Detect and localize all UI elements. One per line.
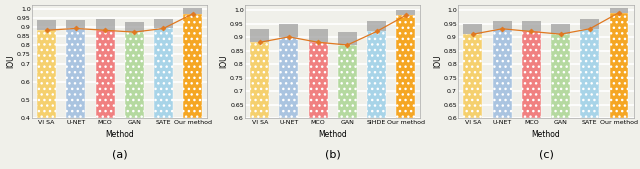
Bar [338,32,357,45]
Bar [154,28,173,118]
Bar [280,37,298,118]
Bar [463,34,483,118]
Bar [463,34,483,118]
Bar [37,30,56,118]
Bar [522,31,541,118]
Bar [67,28,85,118]
Bar [280,37,298,118]
Bar [308,42,328,118]
Bar [338,45,357,118]
Bar [154,28,173,118]
Bar [493,21,511,29]
Bar [551,24,570,34]
X-axis label: Method: Method [319,130,347,139]
Bar [308,29,328,42]
Bar [95,30,115,118]
Bar [580,19,599,29]
Bar [37,20,56,30]
Bar [580,29,599,118]
Bar [183,14,202,118]
X-axis label: Method: Method [532,130,561,139]
Bar [522,31,541,118]
Bar [250,29,269,42]
Bar [125,32,144,118]
Bar [609,8,628,13]
Bar [396,15,415,118]
Bar [463,24,483,34]
Bar [367,31,386,118]
Title: (a): (a) [112,150,127,160]
Bar [183,14,202,118]
Bar [280,24,298,37]
Bar [396,15,415,118]
Title: (b): (b) [325,150,340,160]
Bar [551,34,570,118]
Bar [250,42,269,118]
Bar [367,21,386,31]
Bar [493,29,511,118]
Bar [609,13,628,118]
Bar [183,8,202,14]
Bar [308,42,328,118]
Bar [37,30,56,118]
Bar [396,10,415,15]
Y-axis label: IOU: IOU [6,55,15,68]
Bar [95,30,115,118]
Y-axis label: IOU: IOU [220,55,228,68]
Bar [125,21,144,32]
Bar [338,45,357,118]
Bar [551,34,570,118]
Title: (c): (c) [538,150,554,160]
Bar [522,21,541,31]
Bar [67,28,85,118]
Bar [580,29,599,118]
Bar [154,19,173,28]
Bar [125,32,144,118]
Bar [367,31,386,118]
Bar [67,20,85,28]
Bar [250,42,269,118]
Y-axis label: IOU: IOU [433,55,442,68]
Bar [609,13,628,118]
X-axis label: Method: Method [105,130,134,139]
Bar [493,29,511,118]
Bar [95,19,115,30]
